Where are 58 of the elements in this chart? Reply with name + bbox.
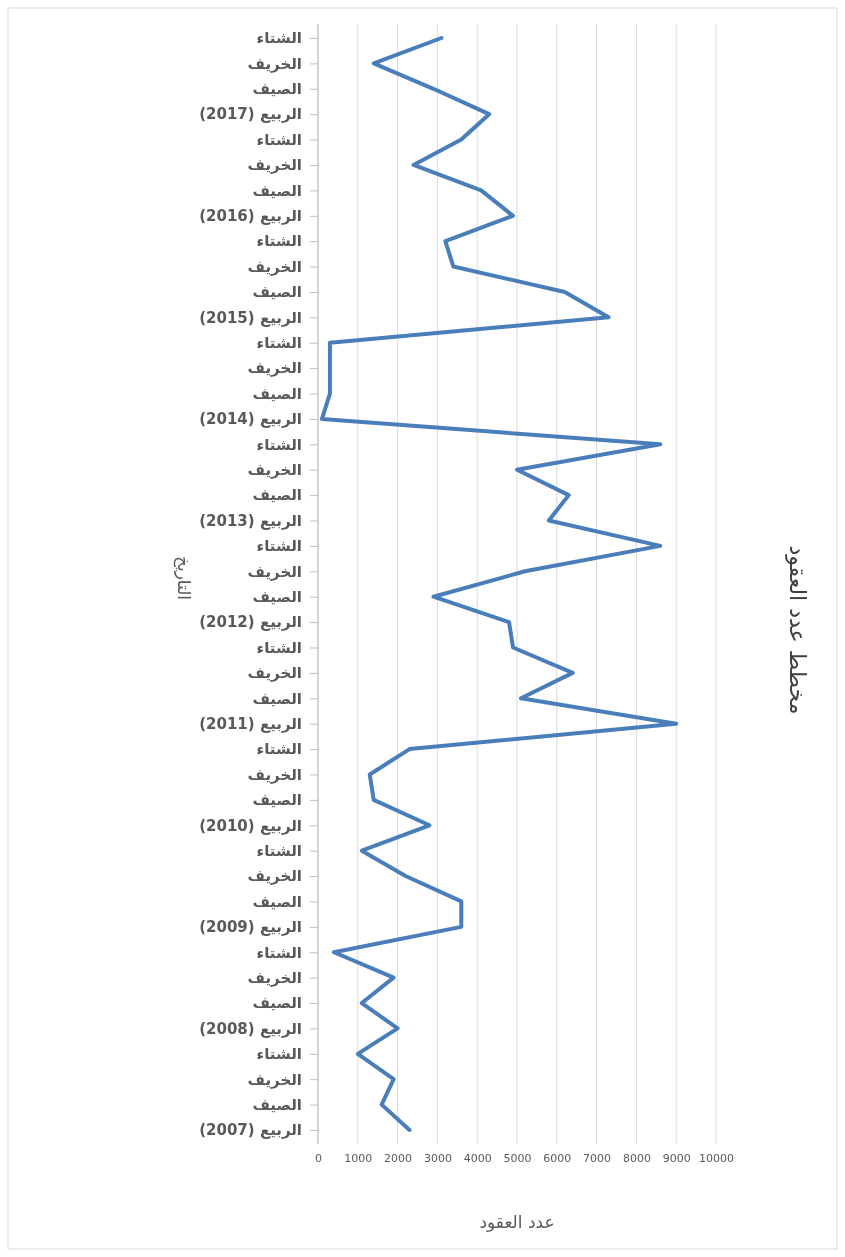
y-tick-label: الخريف xyxy=(247,359,302,378)
y-tick-label: الشتاء xyxy=(256,29,302,48)
x-tick-label: 4000 xyxy=(463,1151,492,1165)
x-tick-label: 6000 xyxy=(543,1151,572,1165)
y-tick-label: الربيع (2016) xyxy=(199,207,302,226)
y-tick-label: الربيع (2011) xyxy=(199,714,302,733)
y-tick-label: الشتاء xyxy=(256,943,302,962)
y-tick-label: الصيف xyxy=(252,588,302,606)
y-tick-label: الشتاء xyxy=(256,740,302,759)
x-tick-label: 0 xyxy=(315,1151,322,1165)
y-tick-label: الصيف xyxy=(252,486,302,505)
x-tick-label: 10000 xyxy=(699,1151,734,1165)
y-tick-label: الصيف xyxy=(252,892,302,911)
y-tick-label: الخريف xyxy=(247,257,302,276)
y-tick-label: الشتاء xyxy=(256,1045,302,1064)
y-tick-label: الصيف xyxy=(252,994,302,1013)
y-tick-label: الصيف xyxy=(252,181,302,200)
x-axis-title: عدد العقود xyxy=(479,1212,555,1232)
x-tick-label: 1000 xyxy=(344,1151,373,1165)
y-tick-label: الشتاء xyxy=(256,232,302,251)
y-tick-label: الشتاء xyxy=(256,130,302,149)
y-tick-label: الخريف xyxy=(247,968,302,987)
y-tick-label: الخريف xyxy=(247,562,302,581)
y-tick-label: الشتاء xyxy=(256,435,302,454)
y-tick-label: الخريف xyxy=(247,156,302,175)
y-tick-label: الخريف xyxy=(247,461,302,480)
y-tick-label: الشتاء xyxy=(256,537,302,556)
y-tick-label: الربيع (2013) xyxy=(199,511,302,530)
y-tick-label: الشتاء xyxy=(256,638,302,657)
y-tick-label: الصيف xyxy=(252,791,302,810)
y-tick-label: الصيف xyxy=(252,283,302,302)
y-tick-label: الربيع (2010) xyxy=(199,816,302,835)
y-tick-label: الخريف xyxy=(247,765,302,784)
y-tick-label: الصيف xyxy=(252,689,302,708)
y-tick-label: الربيع (2012) xyxy=(199,613,302,632)
y-tick-label: الربيع (2009) xyxy=(199,918,302,937)
y-tick-label: الخريف xyxy=(247,664,302,683)
y-tick-label: الربيع (2015) xyxy=(199,308,302,327)
x-tick-label: 3000 xyxy=(423,1151,452,1165)
x-tick-label: 5000 xyxy=(503,1151,532,1165)
y-tick-label: الخريف xyxy=(247,54,302,73)
y-tick-label: الشتاء xyxy=(256,334,302,353)
y-tick-label: الشتاء xyxy=(256,841,302,860)
y-tick-label: الربيع (2017) xyxy=(199,105,302,124)
y-tick-label: الصيف xyxy=(252,80,302,99)
y-tick-label: الصيف xyxy=(252,1095,302,1114)
x-tick-label: 8000 xyxy=(622,1151,651,1165)
y-tick-label: الخريف xyxy=(247,867,302,886)
x-tick-label: 9000 xyxy=(662,1151,691,1165)
y-tick-label: الخريف xyxy=(247,1070,302,1089)
x-tick-label: 7000 xyxy=(583,1151,612,1165)
y-tick-label: الربيع (2007) xyxy=(199,1121,302,1140)
y-tick-label: الربيع (2008) xyxy=(199,1019,302,1038)
y-tick-label: الربيع (2014) xyxy=(199,410,302,429)
y-tick-label: الصيف xyxy=(252,384,302,403)
x-tick-label: 2000 xyxy=(384,1151,413,1165)
text: مخطط عدد العقود xyxy=(785,545,810,715)
y-axis-title: التاريخ xyxy=(173,555,194,601)
